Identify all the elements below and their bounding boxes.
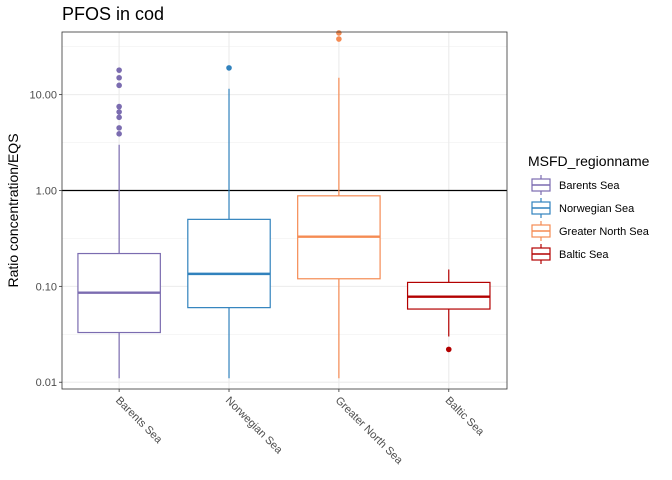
outlier-point <box>116 114 122 121</box>
box-barents-sea <box>77 67 161 379</box>
box-baltic-sea <box>406 269 491 353</box>
x-tick-label: Greater North Sea <box>333 395 406 468</box>
outlier-point <box>336 30 342 36</box>
outlier-point <box>116 131 122 137</box>
legend-item-greater-north-sea: Greater North Sea <box>531 221 650 241</box>
legend-label: Greater North Sea <box>559 226 650 238</box>
y-axis-title: Ratio concentration/EQS <box>5 133 21 287</box>
x-tick-label: Norwegian Sea <box>223 395 285 457</box>
y-tick-label: 0.01 <box>36 377 57 389</box>
outlier-point <box>336 36 342 42</box>
outlier-point <box>116 74 122 81</box>
outlier-point <box>116 103 122 110</box>
x-tick-label: Baltic Sea <box>443 395 487 439</box>
legend: MSFD_regionname Barents Sea Norwegian Sea… <box>528 153 650 264</box>
outlier-point <box>116 82 122 89</box>
y-tick-label: 1.00 <box>36 185 57 197</box>
legend-label: Baltic Sea <box>559 249 609 261</box>
outlier-point <box>116 67 122 73</box>
outlier-point <box>116 109 122 115</box>
panel-background <box>62 32 507 389</box>
outlier-point <box>116 125 122 131</box>
box-greater-north-sea <box>297 30 381 379</box>
box-iqr <box>187 218 271 309</box>
x-tick-label: Barents Sea <box>113 395 165 447</box>
legend-label: Barents Sea <box>559 180 620 192</box>
plot-panel: 0.01 0.10 1.00 10.00 Barents Sea Norwegian Se… <box>29 30 508 468</box>
legend-item-barents-sea: Barents Sea <box>531 175 620 195</box>
y-tick-label: 0.10 <box>36 281 57 293</box>
outlier-point <box>445 346 452 353</box>
panel-border <box>61 31 508 390</box>
legend-item-baltic-sea: Baltic Sea <box>531 244 609 264</box>
chart-title: PFOS in cod <box>62 4 164 24</box>
legend-label: Norwegian Sea <box>559 203 635 215</box>
legend-item-norwegian-sea: Norwegian Sea <box>531 198 635 218</box>
legend-title: MSFD_regionname <box>528 153 650 169</box>
box-norwegian-sea <box>187 65 271 379</box>
y-tick-label: 10.00 <box>29 90 57 102</box>
outlier-point <box>226 65 232 71</box>
